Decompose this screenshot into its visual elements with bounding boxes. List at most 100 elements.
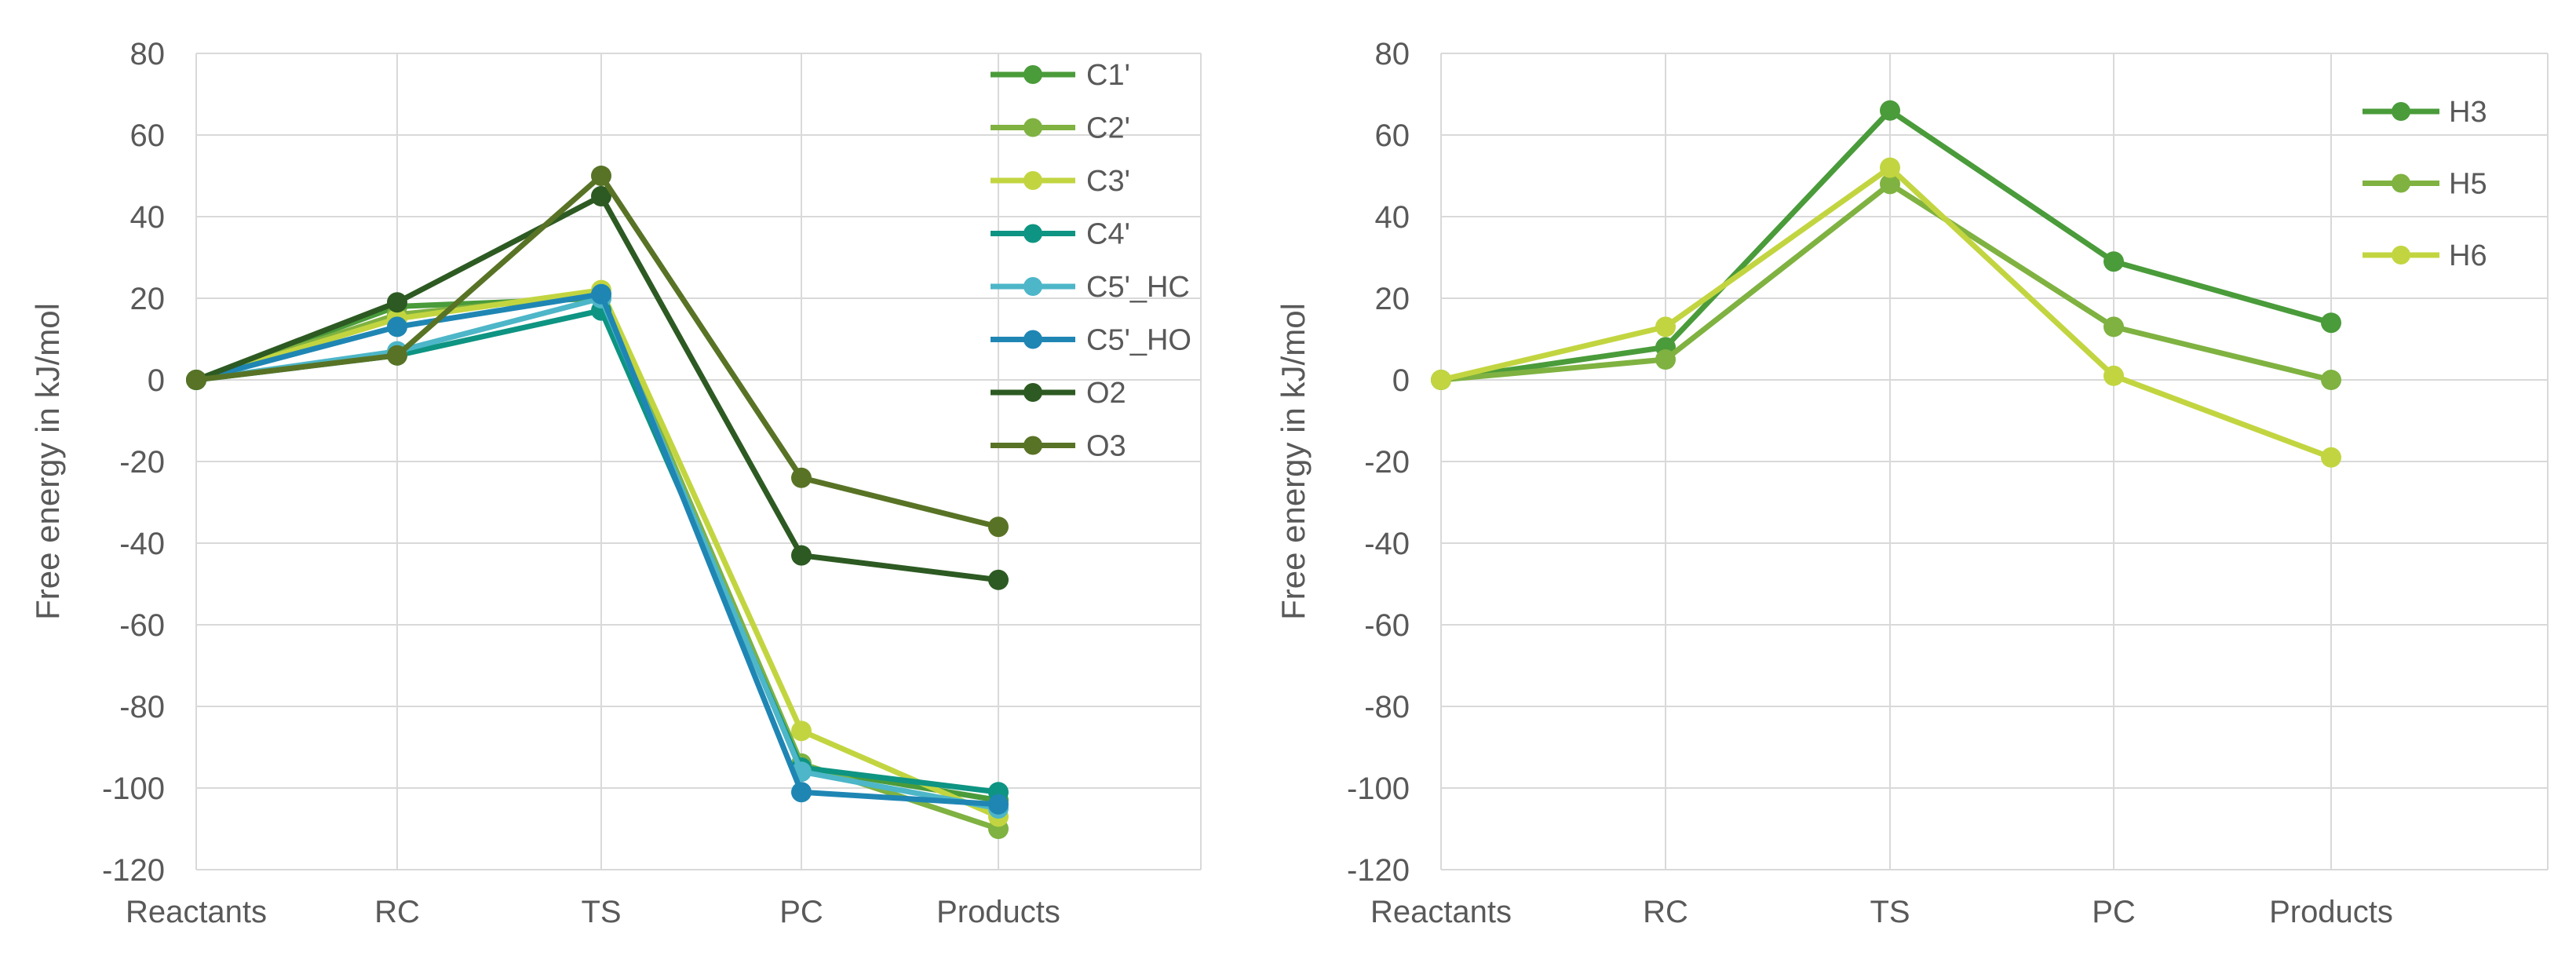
legend-label: C2'	[1086, 112, 1130, 145]
y-tick-label: 0	[148, 363, 165, 398]
y-tick-label: -60	[119, 608, 165, 643]
x-tick-label: PC	[2092, 895, 2136, 929]
series-o3	[186, 166, 1009, 538]
x-tick-label: Reactants	[1370, 895, 1512, 929]
series-line-o2	[193, 193, 1002, 583]
legend-marker	[1023, 65, 1042, 84]
y-tick-label: -80	[1364, 690, 1410, 724]
data-point	[591, 186, 611, 206]
series-line-c5-ho	[193, 291, 1002, 808]
legend-marker	[1023, 277, 1042, 296]
data-point	[791, 721, 812, 742]
series-line-c1	[193, 295, 1002, 804]
data-point	[387, 292, 407, 313]
data-point	[2321, 370, 2341, 390]
data-point	[186, 370, 206, 390]
legend-label: H6	[2449, 239, 2487, 272]
x-tick-label: RC	[374, 895, 420, 929]
chart-right: 80 60 40 20 0 -20 -40 -60 -80 -100 -120 Reactants RC…	[1275, 37, 2549, 929]
series-line-o3	[193, 173, 1002, 530]
legend-marker	[1023, 118, 1042, 137]
legend-label: C5'_HO	[1086, 324, 1191, 357]
series-line-c3	[193, 287, 1002, 819]
data-point	[2103, 251, 2124, 272]
x-tick-label: Products	[2269, 895, 2393, 929]
data-point	[2103, 365, 2124, 386]
legend-label: C3'	[1086, 165, 1130, 198]
legend-marker	[1023, 436, 1042, 455]
legend: C1' C2' C3' C4' C5'_HC C5'_HO O2 O3	[991, 59, 1191, 463]
legend-label: O2	[1086, 377, 1126, 410]
y-axis-title: Free energy in kJ/mol	[29, 303, 66, 620]
series-line-c5-hc	[193, 295, 1002, 812]
x-tick-label: Products	[936, 895, 1060, 929]
data-point	[988, 794, 1009, 815]
legend-label: O3	[1086, 430, 1126, 463]
x-tick-label: RC	[1643, 895, 1688, 929]
legend-label: C5'_HC	[1086, 271, 1190, 304]
data-point	[791, 467, 812, 488]
y-tick-label: 60	[130, 119, 166, 153]
legend-marker	[1023, 171, 1042, 190]
y-tick-label: -100	[1347, 772, 1410, 806]
legend-label: C4'	[1086, 218, 1130, 251]
data-point	[1880, 100, 1900, 121]
y-tick-label: -40	[1364, 527, 1410, 561]
legend-marker	[1023, 224, 1042, 243]
y-tick-label: 20	[130, 282, 166, 316]
y-tick-label: -120	[1347, 853, 1410, 888]
y-tick-label: 60	[1375, 119, 1410, 153]
data-point	[1880, 173, 1900, 195]
x-tick-label: TS	[1870, 895, 1910, 929]
data-point	[791, 545, 812, 566]
y-tick-label: -100	[102, 772, 165, 806]
y-tick-label: -20	[119, 445, 165, 480]
data-point	[2103, 316, 2124, 338]
y-tick-label: 0	[1392, 363, 1410, 398]
y-axis-title: Free energy in kJ/mol	[1275, 303, 1312, 620]
data-point	[2321, 312, 2341, 334]
series-line-h3	[1438, 108, 2334, 383]
data-point	[591, 166, 611, 186]
y-tick-label: -120	[102, 853, 165, 888]
legend-marker	[2392, 173, 2410, 193]
legend-label: H3	[2449, 96, 2487, 129]
legend-label: H5	[2449, 168, 2487, 201]
series-c4	[186, 300, 1009, 803]
series-line-c2	[193, 291, 1002, 832]
legend-marker	[2392, 102, 2410, 121]
legend-marker	[1023, 330, 1042, 349]
y-tick-label: -60	[1364, 608, 1410, 643]
legend-marker	[2392, 246, 2410, 265]
series-line-c4	[193, 308, 1002, 795]
y-tick-label: 40	[130, 200, 166, 235]
chart-left: 80 60 40 20 0 -20 -40 -60 -80 -100 -120 Reactants RC…	[29, 37, 1202, 929]
data-point	[791, 782, 812, 803]
y-tick-label: -80	[119, 690, 165, 724]
data-point	[1655, 316, 1676, 338]
y-tick-label: 40	[1375, 200, 1410, 235]
y-tick-label: -40	[119, 527, 165, 561]
data-point	[387, 316, 407, 338]
data-point	[988, 569, 1009, 590]
series-o2	[186, 186, 1009, 590]
legend-label: C1'	[1086, 59, 1130, 92]
y-tick-label: 80	[1375, 37, 1410, 71]
series-line-h6	[1438, 165, 2334, 461]
y-tick-label: 20	[1375, 282, 1410, 316]
data-point	[1431, 370, 1451, 390]
x-tick-label: TS	[581, 895, 621, 929]
data-point	[2321, 447, 2341, 468]
legend: H3 H5 H6	[2363, 96, 2487, 272]
data-point	[591, 283, 611, 305]
x-tick-label: PC	[779, 895, 823, 929]
legend-marker	[1023, 383, 1042, 402]
data-point	[387, 345, 407, 366]
x-tick-label: Reactants	[126, 895, 267, 929]
data-point	[988, 516, 1009, 538]
data-point	[1655, 349, 1676, 370]
series-h5	[1431, 173, 2341, 390]
y-tick-label: -20	[1364, 445, 1410, 480]
y-tick-label: 80	[130, 37, 166, 71]
